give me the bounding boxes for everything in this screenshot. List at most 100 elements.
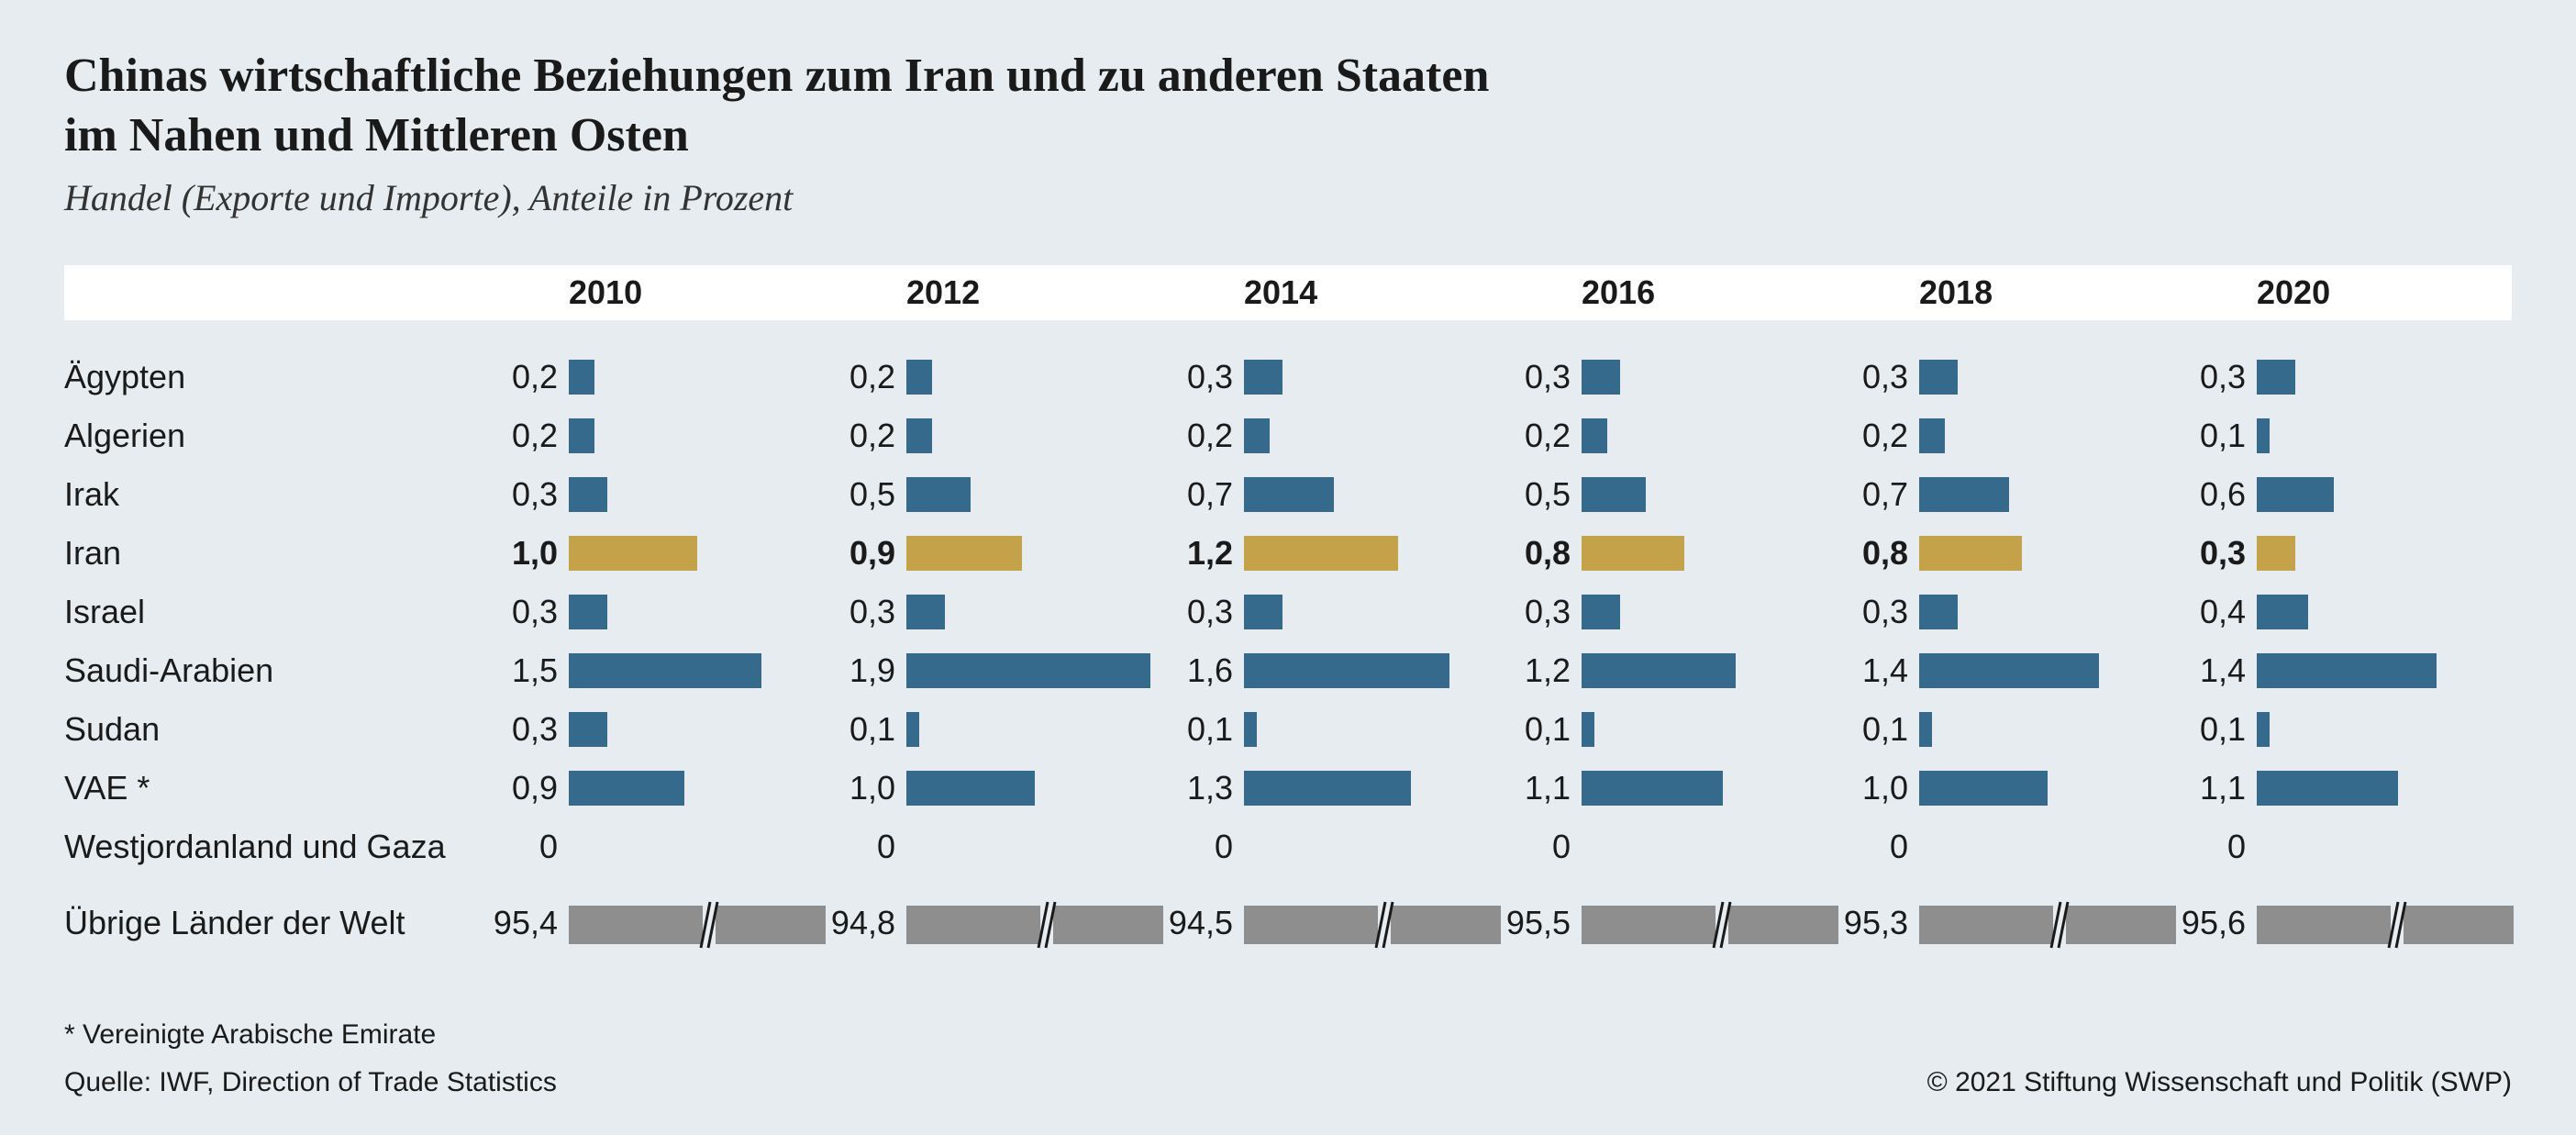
value-label: 0,5 bbox=[1499, 475, 1582, 514]
value-label: 0,3 bbox=[2174, 534, 2257, 573]
bar bbox=[906, 536, 1022, 571]
bar bbox=[569, 536, 697, 571]
data-cell: 1,0 bbox=[486, 534, 824, 573]
bar bbox=[2257, 653, 2437, 688]
data-cell: 1,9 bbox=[824, 651, 1161, 690]
data-cell: 0,5 bbox=[824, 475, 1161, 514]
data-cell: 0,1 bbox=[1499, 710, 1837, 749]
data-cell: 0,6 bbox=[2174, 475, 2512, 514]
data-cell: 0,9 bbox=[486, 769, 824, 807]
data-cell: 0,3 bbox=[486, 710, 824, 749]
data-cell: 0,2 bbox=[1499, 417, 1837, 455]
value-label: 0,1 bbox=[1161, 710, 1244, 749]
value-label: 0,3 bbox=[1499, 593, 1582, 631]
footnote: * Vereinigte Arabische Emirate bbox=[64, 1019, 2512, 1051]
chart-area: 201020122014201620182020 Ägypten0,20,20,… bbox=[64, 265, 2512, 950]
value-label: 1,2 bbox=[1499, 651, 1582, 690]
value-label: 1,2 bbox=[1161, 534, 1244, 573]
rest-of-world-row: Übrige Länder der Welt95,494,894,595,595… bbox=[64, 876, 2512, 950]
bar bbox=[1244, 712, 1257, 747]
data-cell: 0,1 bbox=[2174, 417, 2512, 455]
country-row: Iran1,00,91,20,80,80,3 bbox=[64, 524, 2512, 583]
country-row: Sudan0,30,10,10,10,10,1 bbox=[64, 700, 2512, 759]
title-line-1: Chinas wirtschaftliche Beziehungen zum I… bbox=[64, 50, 1489, 102]
bar bbox=[2257, 477, 2334, 512]
data-cell: 0,4 bbox=[2174, 593, 2512, 631]
year-header: 2018 bbox=[1837, 273, 2174, 312]
data-cell: 0,3 bbox=[1161, 358, 1499, 396]
value-label: 0,8 bbox=[1499, 534, 1582, 573]
bar bbox=[1244, 360, 1282, 395]
country-row: Saudi-Arabien1,51,91,61,21,41,4 bbox=[64, 641, 2512, 700]
data-cell: 0,3 bbox=[486, 593, 824, 631]
data-cell: 0 bbox=[1499, 828, 1837, 866]
data-cell: 95,6 bbox=[2174, 904, 2512, 942]
data-cell: 0,7 bbox=[1837, 475, 2174, 514]
data-cell: 95,5 bbox=[1499, 904, 1837, 942]
bar bbox=[1919, 906, 2176, 944]
data-cell: 0,1 bbox=[1837, 710, 2174, 749]
value-label: 0,7 bbox=[1161, 475, 1244, 514]
year-header-row: 201020122014201620182020 bbox=[64, 265, 2512, 320]
country-label: Westjordanland und Gaza bbox=[64, 828, 486, 866]
value-label: 94,8 bbox=[824, 904, 906, 942]
copyright-text: © 2021 Stiftung Wissenschaft und Politik… bbox=[1927, 1067, 2512, 1098]
year-header: 2012 bbox=[824, 273, 1161, 312]
value-label: 0,1 bbox=[824, 710, 906, 749]
value-label: 0,2 bbox=[824, 417, 906, 455]
data-cell: 0 bbox=[1837, 828, 2174, 866]
bar bbox=[1919, 653, 2099, 688]
chart-subtitle: Handel (Exporte und Importe), Anteile in… bbox=[64, 176, 2512, 219]
value-label: 0,2 bbox=[824, 358, 906, 396]
value-label: 1,4 bbox=[1837, 651, 1919, 690]
data-cell: 1,6 bbox=[1161, 651, 1499, 690]
country-row: Israel0,30,30,30,30,30,4 bbox=[64, 583, 2512, 641]
source-text: Quelle: IWF, Direction of Trade Statisti… bbox=[64, 1067, 557, 1098]
country-label: Iran bbox=[64, 534, 486, 573]
value-label: 1,9 bbox=[824, 651, 906, 690]
bar bbox=[1244, 418, 1270, 453]
data-cell: 0 bbox=[824, 828, 1161, 866]
value-label: 95,5 bbox=[1499, 904, 1582, 942]
country-row: Algerien0,20,20,20,20,20,1 bbox=[64, 406, 2512, 465]
data-cell: 0,2 bbox=[1161, 417, 1499, 455]
country-row: Westjordanland und Gaza000000 bbox=[64, 818, 2512, 876]
data-cell: 0,3 bbox=[2174, 534, 2512, 573]
data-cell: 0,1 bbox=[1161, 710, 1499, 749]
bar bbox=[1582, 595, 1620, 629]
data-cell: 0,3 bbox=[1837, 593, 2174, 631]
value-label: 0,2 bbox=[486, 358, 569, 396]
bar bbox=[906, 477, 971, 512]
value-label: 0,1 bbox=[2174, 710, 2257, 749]
title-line-2: im Nahen und Mittleren Osten bbox=[64, 109, 689, 161]
value-label: 0,3 bbox=[486, 593, 569, 631]
bar bbox=[2257, 595, 2308, 629]
value-label: 0 bbox=[1499, 828, 1582, 866]
bar bbox=[569, 477, 607, 512]
bar bbox=[1244, 595, 1282, 629]
value-label: 1,1 bbox=[2174, 769, 2257, 807]
value-label: 0,2 bbox=[1161, 417, 1244, 455]
data-cell: 1,2 bbox=[1499, 651, 1837, 690]
country-label: Sudan bbox=[64, 710, 486, 749]
bar bbox=[569, 360, 594, 395]
value-label: 0,2 bbox=[1499, 417, 1582, 455]
data-cell: 0,8 bbox=[1837, 534, 2174, 573]
value-label: 1,3 bbox=[1161, 769, 1244, 807]
data-cell: 0,9 bbox=[824, 534, 1161, 573]
value-label: 1,0 bbox=[1837, 769, 1919, 807]
value-label: 0,3 bbox=[1837, 593, 1919, 631]
value-label: 0,2 bbox=[486, 417, 569, 455]
bar bbox=[1582, 360, 1620, 395]
year-header: 2016 bbox=[1499, 273, 1837, 312]
value-label: 0,3 bbox=[1499, 358, 1582, 396]
year-header: 2010 bbox=[486, 273, 824, 312]
bar bbox=[1919, 477, 2009, 512]
country-row: Ägypten0,20,20,30,30,30,3 bbox=[64, 348, 2512, 406]
data-cell: 0,3 bbox=[1499, 593, 1837, 631]
value-label: 0,7 bbox=[1837, 475, 1919, 514]
data-cell: 94,8 bbox=[824, 904, 1161, 942]
bar bbox=[1582, 418, 1607, 453]
bar bbox=[906, 653, 1150, 688]
data-cell: 1,0 bbox=[1837, 769, 2174, 807]
